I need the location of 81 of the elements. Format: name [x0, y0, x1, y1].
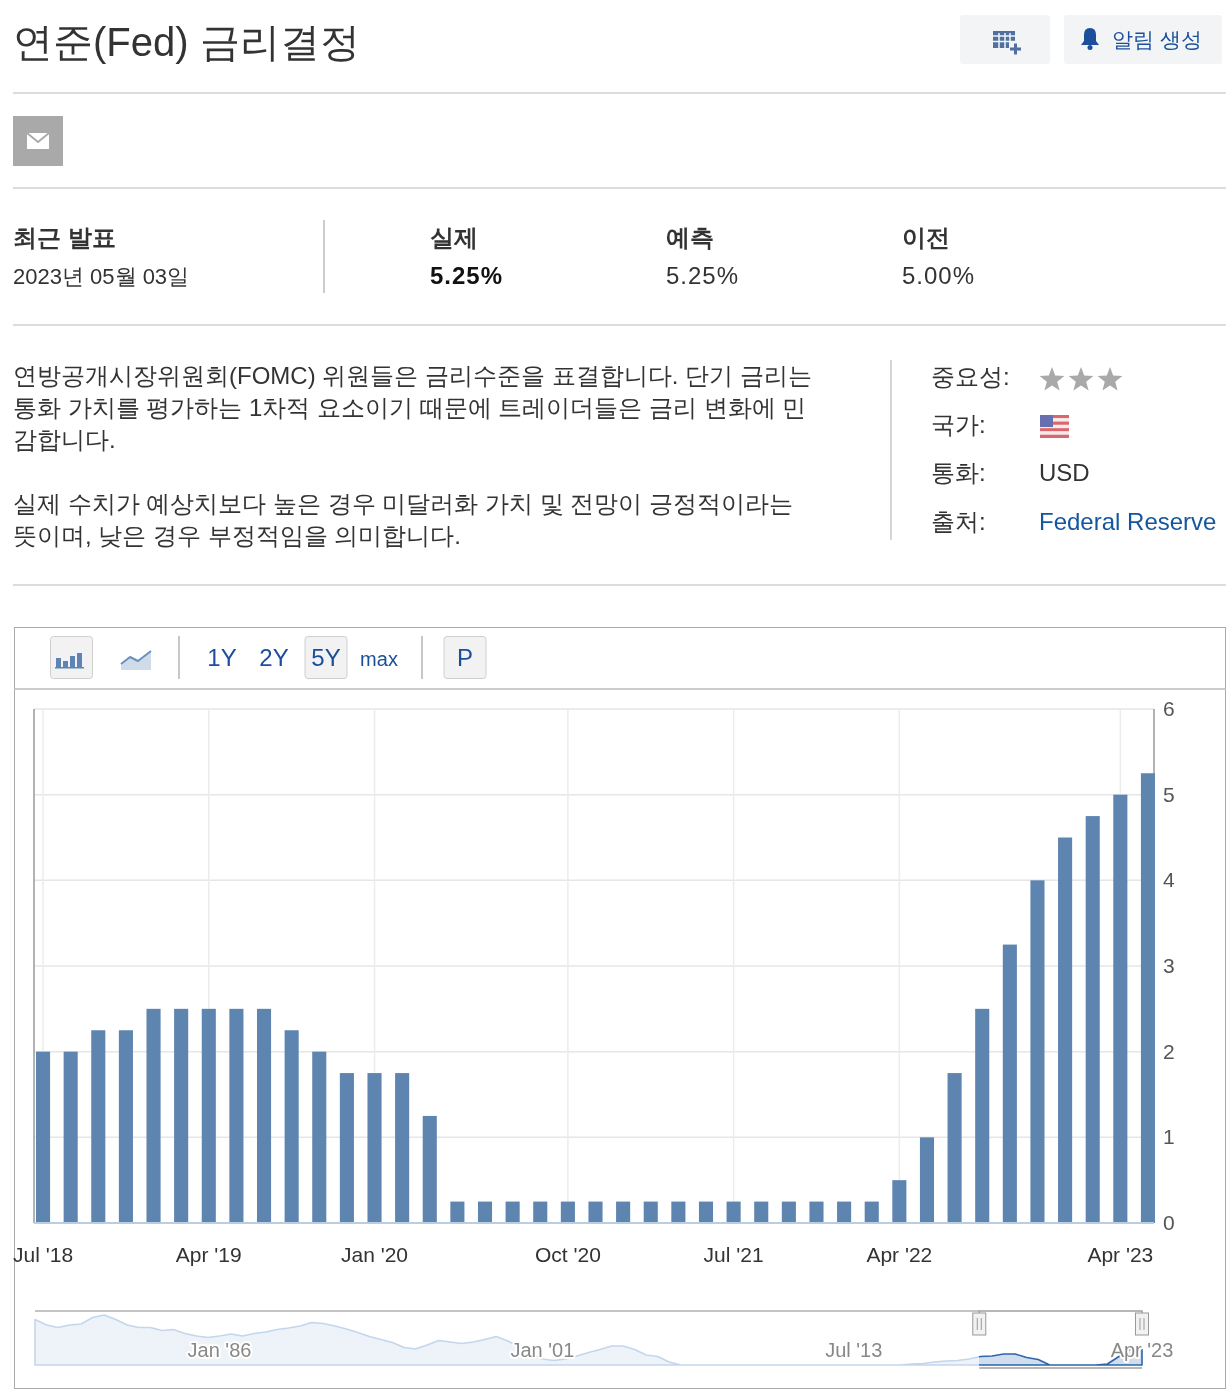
- bar: [312, 1051, 327, 1223]
- bar: [616, 1201, 631, 1223]
- bar: [201, 1008, 216, 1223]
- bar: [146, 1008, 161, 1223]
- bar: [698, 1201, 714, 1223]
- bar: [560, 1201, 575, 1223]
- x-tick-label: Jan '86: [187, 1339, 252, 1361]
- bar: [339, 1073, 354, 1223]
- bar: [505, 1201, 520, 1223]
- y-tick-label: 2: [1163, 1039, 1175, 1063]
- text: 실제: [430, 224, 478, 251]
- x-tick-label: Jul '21: [703, 1243, 764, 1266]
- y-tick-label: 0: [1163, 1211, 1175, 1234]
- bar: [892, 1180, 907, 1223]
- x-tick-label: Jan '01: [510, 1339, 575, 1361]
- bar: [588, 1201, 603, 1223]
- bar: [395, 1073, 410, 1223]
- bar: [91, 1030, 106, 1223]
- bar: [284, 1030, 299, 1223]
- bar: [809, 1201, 824, 1223]
- y-tick-label: 5: [1163, 782, 1175, 806]
- bar: [533, 1201, 548, 1223]
- bar: [256, 1008, 272, 1223]
- text: max: [360, 648, 398, 670]
- text: 예측: [666, 224, 714, 251]
- text: 2Y: [259, 644, 289, 671]
- bar: [1030, 880, 1045, 1223]
- bar: [63, 1051, 78, 1223]
- bar: [671, 1201, 686, 1223]
- text: 2023년 05월 03일: [13, 264, 190, 289]
- x-tick-label: Jul '13: [825, 1339, 883, 1361]
- source-note: 출처:: [931, 508, 986, 535]
- bar: [864, 1201, 879, 1223]
- bar: [174, 1008, 189, 1223]
- text: 통화:: [931, 459, 986, 486]
- bar: [477, 1201, 493, 1223]
- x-tick-label: Jul '18: [13, 1243, 74, 1266]
- bar: [1113, 794, 1128, 1223]
- text: 5.00%: [902, 262, 976, 289]
- text: 5.25%: [666, 262, 740, 289]
- y-tick-label: 3: [1163, 954, 1175, 977]
- text: 실제 수치가 예상치보다 높은 경우 미달러화 가치 및 전망이 긍정적이라는 뜻이며, 낮은 경우 부정적임을 의미합니다.: [13, 490, 794, 549]
- y-tick-label: 4: [1163, 868, 1175, 892]
- bar: [643, 1201, 658, 1223]
- text: 알림 생성: [1112, 28, 1202, 51]
- bar: [1058, 837, 1073, 1223]
- text: 최근 발표: [13, 224, 116, 251]
- text: USD: [1039, 459, 1090, 486]
- text: 1Y: [207, 644, 237, 671]
- text: 국가:: [931, 411, 986, 438]
- text: 이전: [902, 224, 950, 251]
- bar: [1085, 816, 1100, 1223]
- y-tick-label: 6: [1163, 697, 1175, 720]
- bar: [422, 1115, 437, 1223]
- text: 연방공개시장위원회(FOMC) 위원들은 금리수준을 표결합니다. 단기 금리는 통화 가치를 평가하는 1차적 요소이기 때문에 트레이더들은 금리 변화에 민감합니다.: [13, 362, 812, 453]
- bar: [229, 1008, 244, 1223]
- text: P: [456, 644, 474, 671]
- bar: [1140, 773, 1155, 1223]
- bar: [781, 1201, 796, 1223]
- bar: [118, 1030, 133, 1223]
- x-tick-label: Jan '20: [340, 1243, 409, 1266]
- x-tick-label: Apr '22: [866, 1243, 933, 1266]
- bar: [975, 1008, 990, 1223]
- bar: [367, 1073, 382, 1223]
- bar: [726, 1201, 741, 1223]
- text: 5Y: [311, 644, 341, 671]
- bar: [450, 1201, 465, 1223]
- x-tick-label: Apr '23: [1087, 1243, 1154, 1266]
- bar: [947, 1073, 962, 1223]
- x-tick-label: Oct '20: [534, 1243, 601, 1266]
- bar: [919, 1137, 935, 1223]
- bar: [36, 1051, 51, 1223]
- text: 5.25%: [430, 262, 504, 289]
- text: Federal Reserve: [1039, 508, 1217, 535]
- text: 연준(Fed) 금리결정: [13, 20, 360, 64]
- text: 중요성:: [931, 363, 1010, 390]
- y-tick-label: 1: [1163, 1125, 1175, 1149]
- x-tick-label: Apr '19: [175, 1243, 242, 1266]
- bar: [837, 1201, 852, 1223]
- bar: [1002, 944, 1017, 1223]
- bar: [754, 1201, 769, 1223]
